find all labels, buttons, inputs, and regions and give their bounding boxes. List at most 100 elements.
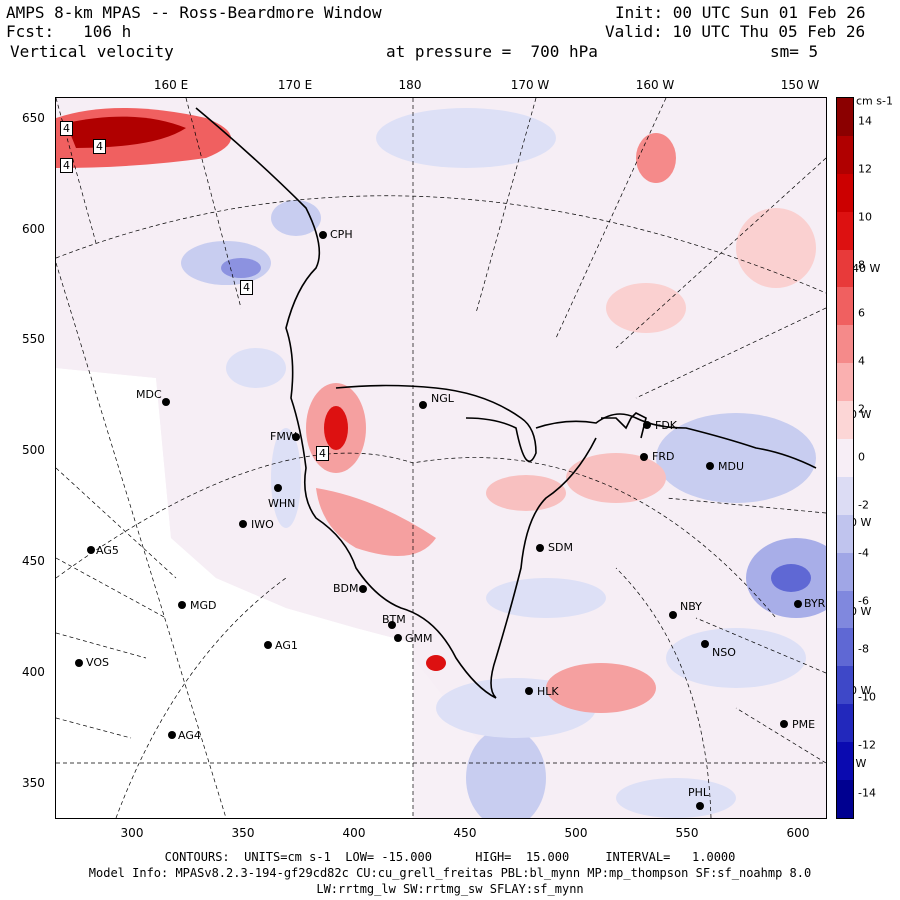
downward-area: [616, 778, 736, 818]
upward-area: [566, 453, 666, 503]
station-marker[interactable]: [264, 641, 272, 649]
colorbar-swatch: [837, 325, 853, 364]
colorbar-swatch: [837, 780, 853, 818]
colorbar-swatch: [837, 704, 853, 743]
station-marker[interactable]: [706, 462, 714, 470]
station-label-gmm: GMM: [405, 632, 433, 645]
station-label-mdc: MDC: [136, 388, 162, 401]
smoothing-label: sm= 5: [770, 42, 819, 61]
station-marker[interactable]: [640, 453, 648, 461]
lon-label-170e: 170 E: [277, 78, 313, 92]
upward-area: [636, 133, 676, 183]
station-marker[interactable]: [87, 546, 95, 554]
lon-label-170w: 170 W: [510, 78, 550, 92]
downward-area: [376, 108, 556, 168]
y-tick-650: 650: [22, 111, 45, 125]
colorbar-tick-label: 12: [858, 162, 872, 176]
colorbar-tick-label: -14: [858, 786, 876, 800]
station-label-sdm: SDM: [548, 541, 573, 554]
field-name: Vertical velocity: [10, 42, 174, 61]
station-marker[interactable]: [75, 659, 83, 667]
colorbar-swatch: [837, 476, 853, 515]
station-marker[interactable]: [696, 802, 704, 810]
station-marker[interactable]: [178, 601, 186, 609]
station-marker[interactable]: [525, 687, 533, 695]
pressure-level: at pressure = 700 hPa: [386, 43, 598, 61]
y-tick-350: 350: [22, 776, 45, 790]
model-info: Model Info: MPASv8.2.3-194-gf29cd82c CU:…: [88, 866, 812, 880]
valid-time: Valid: 10 UTC Thu 05 Feb 26: [605, 22, 866, 41]
colorbar-swatch: [837, 666, 853, 705]
station-marker[interactable]: [162, 398, 170, 406]
y-tick-550: 550: [22, 332, 45, 346]
station-marker[interactable]: [394, 634, 402, 642]
station-marker[interactable]: [701, 640, 709, 648]
upward-area: [606, 283, 686, 333]
colorbar-swatch: [837, 590, 853, 629]
station-marker[interactable]: [780, 720, 788, 728]
no-data-region: [56, 368, 413, 818]
downward-area: [666, 628, 806, 688]
station-marker[interactable]: [239, 520, 247, 528]
station-marker[interactable]: [536, 544, 544, 552]
colorbar-tick-label: 14: [858, 114, 872, 128]
x-tick-350: 350: [231, 826, 255, 840]
colorbar-swatch: [837, 173, 853, 212]
contour-label: 4: [60, 121, 73, 136]
downward-area: [271, 200, 321, 236]
station-marker[interactable]: [669, 611, 677, 619]
downward-area: [656, 413, 816, 503]
colorbar-tick-label: -8: [858, 642, 869, 656]
colorbar-swatch: [837, 135, 853, 174]
x-tick-300: 300: [120, 826, 144, 840]
colorbar-swatch: [837, 98, 853, 136]
station-label-frd: FRD: [652, 450, 675, 463]
colorbar-units: cm s-1: [856, 94, 893, 108]
station-marker[interactable]: [319, 231, 327, 239]
plot-title: AMPS 8-km MPAS -- Ross-Beardmore Window: [6, 3, 382, 22]
forecast-hour-value: 106 h: [83, 22, 132, 41]
station-marker[interactable]: [794, 600, 802, 608]
contour-info: CONTOURS: UNITS=cm s-1 LOW= -15.000 HIGH…: [164, 850, 736, 864]
colorbar-tick-label: -12: [858, 738, 876, 752]
station-label-cph: CPH: [330, 228, 353, 241]
upward-area: [736, 208, 816, 288]
x-tick-550: 550: [675, 826, 699, 840]
map-panel[interactable]: [55, 97, 827, 819]
station-label-nso: NSO: [712, 646, 736, 659]
station-marker[interactable]: [274, 484, 282, 492]
vertical-velocity-field: [56, 98, 826, 818]
pressure-label: at pressure =: [386, 42, 512, 61]
colorbar-tick-label: -10: [858, 690, 876, 704]
station-label-vos: VOS: [86, 656, 109, 669]
station-marker[interactable]: [388, 621, 396, 629]
y-tick-400: 400: [22, 665, 45, 679]
colorbar-tick-label: 8: [858, 258, 865, 272]
colorbar-tick-label: 0: [858, 450, 865, 464]
colorbar-tick-label: -6: [858, 594, 869, 608]
station-marker[interactable]: [419, 401, 427, 409]
station-marker[interactable]: [359, 585, 367, 593]
init-time: Init: 00 UTC Sun 01 Feb 26: [615, 3, 866, 22]
colorbar-swatch: [837, 742, 853, 781]
colorbar-swatch: [837, 439, 853, 477]
station-marker[interactable]: [292, 433, 300, 441]
upward-area: [486, 475, 566, 511]
upward-area: [546, 663, 656, 713]
station-marker[interactable]: [168, 731, 176, 739]
station-label-iwo: IWO: [251, 518, 274, 531]
forecast-hour: Fcst: 106 h: [6, 23, 131, 41]
colorbar-tick-label: -2: [858, 498, 869, 512]
station-marker[interactable]: [643, 421, 651, 429]
contour-label: 4: [93, 139, 106, 154]
contour-label: 4: [60, 158, 73, 173]
station-label-fmw: FMW: [270, 430, 297, 443]
x-tick-500: 500: [564, 826, 588, 840]
colorbar-tick-label: 4: [858, 354, 865, 368]
pressure-value: 700 hPa: [530, 42, 598, 61]
contour-label: 4: [316, 446, 329, 461]
colorbar-tick-label: 6: [858, 306, 865, 320]
downward-area: [466, 728, 546, 818]
downward-area: [221, 258, 261, 278]
downward-area: [771, 564, 811, 592]
